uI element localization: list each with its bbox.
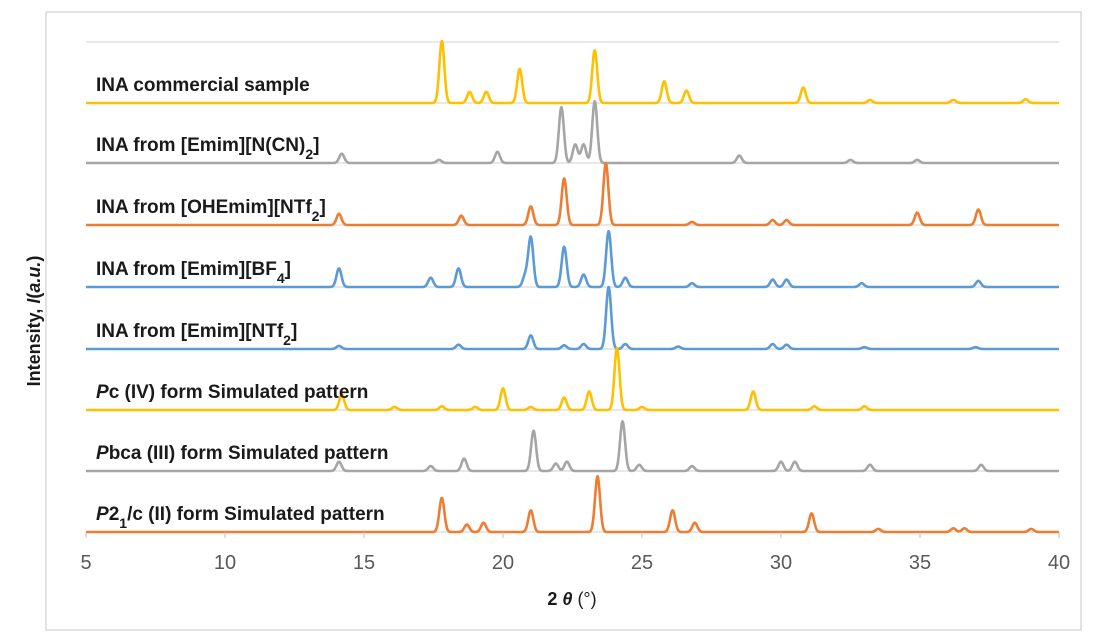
series-traces — [85, 39, 1060, 534]
series-label-7: P21/c (II) form Simulated pattern — [96, 504, 385, 531]
series-line-3 — [85, 230, 1060, 289]
x-tick-label-5: 30 — [770, 552, 792, 574]
y-axis-title: Intensity, I(a.u.) — [24, 256, 44, 387]
series-line-6 — [85, 420, 1060, 473]
series-label-1: INA from [Emim][N(CN)2] — [96, 135, 319, 162]
x-tick-label-1: 10 — [214, 552, 236, 574]
series-label-5: Pc (IV) form Simulated pattern — [96, 382, 368, 403]
series-labels: INA commercial sample INA from [Emim][N(C… — [96, 75, 388, 531]
series-label-4: INA from [Emim][NTf2] — [96, 321, 297, 348]
series-label-3: INA from [Emim][BF4] — [96, 259, 291, 286]
x-tick-label-2: 15 — [353, 552, 375, 574]
series-line-2 — [85, 161, 1060, 227]
series-label-6: Pbca (III) form Simulated pattern — [96, 443, 388, 464]
x-tick-label-7: 40 — [1048, 552, 1070, 574]
series-line-0 — [85, 39, 1060, 105]
x-axis: 5 10 15 20 25 30 35 40 — [80, 532, 1070, 574]
x-axis-title: 2 θ (°) — [547, 589, 596, 609]
series-label-2: INA from [OHEmim][NTf2] — [96, 197, 326, 224]
x-tick-label-4: 25 — [631, 552, 653, 574]
series-line-1 — [85, 100, 1060, 165]
x-tick-label-0: 5 — [80, 552, 91, 574]
series-line-5 — [85, 346, 1060, 412]
series-label-0: INA commercial sample — [96, 75, 310, 96]
x-tick-label-3: 20 — [492, 552, 514, 574]
series-line-4 — [85, 285, 1060, 351]
x-tick-label-6: 35 — [909, 552, 931, 574]
series-line-7 — [85, 474, 1060, 534]
